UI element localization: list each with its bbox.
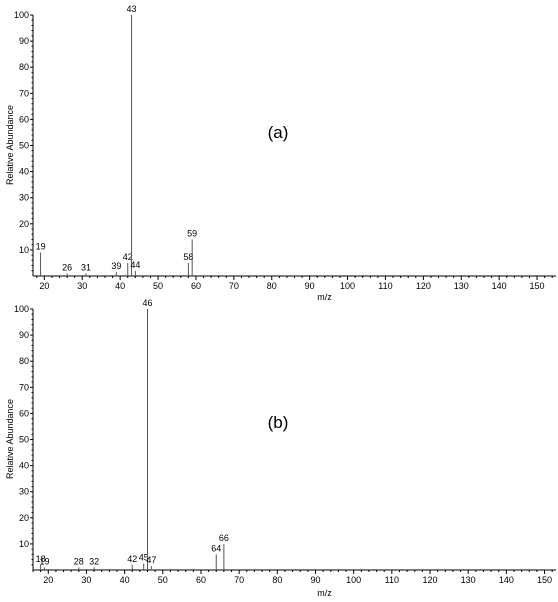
y-tick-label: 100 [14, 304, 29, 314]
x-tick-label: 40 [115, 281, 125, 291]
x-tick-label: 20 [43, 575, 53, 585]
spectrum-panel-1: 10 20 30 40 50 60 70 80 90 100 20 30 40 50 60 70 80 90 100… [5, 298, 556, 598]
x-tick-label: 50 [153, 281, 163, 291]
y-tick-label: 60 [19, 408, 29, 418]
peak-label-mz-19: 19 [36, 242, 46, 252]
x-axis-title: m/z [317, 588, 332, 598]
y-axis-title: Relative Abundance [5, 105, 15, 185]
peak-label-mz-42: 42 [123, 252, 133, 262]
x-tick-label: 100 [340, 281, 355, 291]
x-tick-label: 80 [267, 281, 277, 291]
y-tick-label: 40 [19, 167, 29, 177]
y-tick-label: 10 [19, 539, 29, 549]
peak-label-mz-43: 43 [127, 4, 137, 14]
x-tick-label: 90 [305, 281, 315, 291]
peak-label-mz-45: 45 [139, 552, 149, 562]
x-tick-label: 110 [385, 575, 399, 585]
x-tick-label: 110 [378, 281, 392, 291]
peak-label-mz-32: 32 [89, 556, 99, 566]
peak-label-mz-66: 66 [219, 533, 229, 543]
x-tick-label: 90 [310, 575, 320, 585]
x-tick-label: 140 [492, 281, 507, 291]
x-tick-label: 120 [416, 281, 431, 291]
peak-label-mz-39: 39 [111, 261, 121, 271]
peak-label-mz-64: 64 [211, 543, 221, 553]
x-tick-label: 150 [537, 575, 552, 585]
peak-label-mz-19: 19 [39, 556, 49, 566]
y-tick-label: 60 [19, 114, 29, 124]
x-tick-label: 30 [77, 281, 87, 291]
peak-label-mz-46: 46 [143, 298, 153, 308]
x-tick-label: 120 [423, 575, 438, 585]
x-tick-label: 130 [461, 575, 476, 585]
x-tick-label: 40 [120, 575, 130, 585]
x-tick-label: 100 [346, 575, 361, 585]
x-tick-label: 60 [191, 281, 201, 291]
peak-label-mz-31: 31 [81, 262, 91, 272]
peak-label-mz-59: 59 [187, 228, 197, 238]
y-tick-label: 90 [19, 330, 29, 340]
y-tick-label: 50 [19, 435, 29, 445]
peak-label-mz-42: 42 [127, 554, 137, 564]
y-tick-label: 30 [19, 487, 29, 497]
y-tick-label: 80 [19, 356, 29, 366]
peak-label-mz-26: 26 [62, 262, 72, 272]
x-tick-label: 70 [229, 281, 239, 291]
y-tick-label: 80 [19, 62, 29, 72]
panel-label: (b) [268, 413, 289, 432]
spectrum-panel-0: 10 20 30 40 50 60 70 80 90 100 20 30 40 50 60 70 80 90 100… [5, 4, 556, 302]
x-tick-label: 80 [272, 575, 282, 585]
x-tick-label: 130 [454, 281, 469, 291]
x-tick-label: 150 [530, 281, 545, 291]
y-tick-label: 100 [14, 10, 29, 20]
peak-label-mz-44: 44 [130, 260, 140, 270]
y-tick-label: 40 [19, 461, 29, 471]
x-tick-label: 60 [196, 575, 206, 585]
y-tick-label: 90 [19, 36, 29, 46]
peak-label-mz-47: 47 [146, 555, 156, 565]
x-tick-label: 70 [234, 575, 244, 585]
x-tick-label: 20 [39, 281, 49, 291]
y-tick-label: 10 [19, 245, 29, 255]
x-tick-label: 50 [158, 575, 168, 585]
peak-label-mz-28: 28 [74, 556, 84, 566]
y-tick-label: 70 [19, 88, 29, 98]
x-tick-label: 140 [499, 575, 514, 585]
y-tick-label: 30 [19, 193, 29, 203]
peak-label-mz-58: 58 [183, 252, 193, 262]
y-tick-label: 70 [19, 382, 29, 392]
x-axis-title: m/z [317, 292, 332, 302]
y-tick-label: 20 [19, 219, 29, 229]
panel-label: (a) [268, 123, 289, 142]
y-tick-label: 50 [19, 141, 29, 151]
y-axis-title: Relative Abundance [5, 399, 15, 479]
y-tick-label: 20 [19, 513, 29, 523]
peak-label-mz-18: 18 [36, 554, 46, 564]
x-tick-label: 30 [81, 575, 91, 585]
